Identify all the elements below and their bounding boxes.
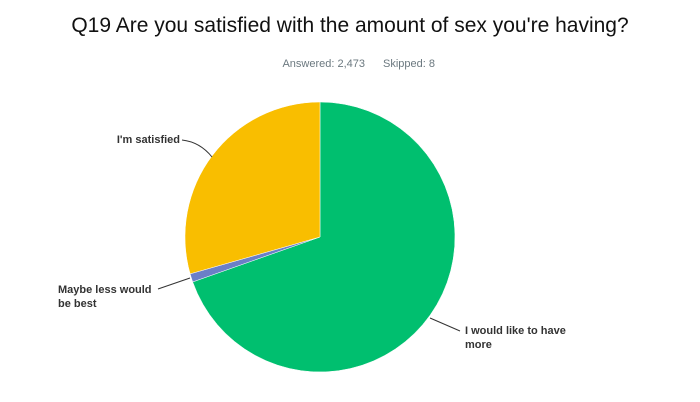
skipped: Skipped: 8	[383, 58, 435, 70]
slice-label: Maybe less would be best	[58, 284, 152, 310]
leader-line	[181, 139, 213, 158]
leader-line	[157, 277, 191, 290]
pie-slice	[192, 101, 456, 373]
slice-label: I would like to have more	[465, 325, 566, 351]
chart-title: Q19 Are you satisfied with the amount of…	[71, 14, 628, 37]
leader-line	[429, 317, 461, 332]
pie-slice	[184, 101, 321, 275]
answered: Answered: 2,473	[282, 58, 365, 70]
slice-label: I'm satisfied	[116, 134, 180, 146]
